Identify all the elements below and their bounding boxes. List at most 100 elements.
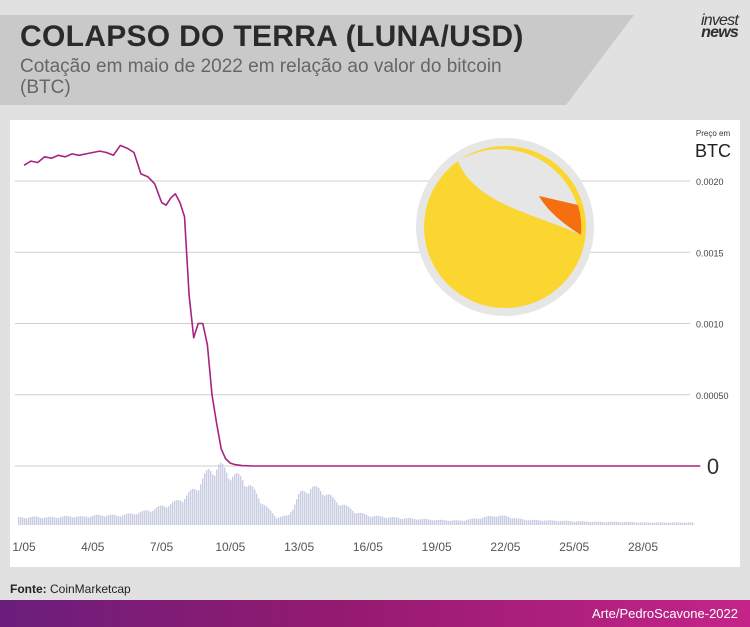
footer-bar: Arte/PedroScavone-2022: [0, 600, 750, 627]
volume-bar: [524, 519, 526, 525]
brand-logo-line-2: news: [701, 24, 739, 41]
price-line-series: [23, 144, 701, 467]
volume-bar: [222, 464, 224, 525]
volume-bar: [192, 488, 194, 525]
volume-bar: [480, 518, 482, 525]
volume-bar: [538, 520, 540, 525]
volume-bar: [674, 522, 676, 525]
volume-bar: [56, 517, 58, 525]
volume-bar: [256, 493, 258, 525]
volume-bar: [324, 495, 326, 525]
volume-bar: [400, 518, 402, 525]
volume-bar: [438, 519, 440, 525]
y-axis-ticks: 0 0.00050 0.0010 0.0015 0.0020: [696, 177, 729, 479]
volume-bar: [444, 520, 446, 525]
volume-bar: [510, 518, 512, 525]
volume-bar: [626, 521, 628, 525]
volume-bar: [348, 506, 350, 525]
volume-bar: [630, 521, 632, 525]
volume-bar: [366, 515, 368, 525]
brand-logo: invest news: [678, 13, 739, 41]
volume-bar: [320, 491, 322, 525]
x-axis-ticks: 1/05 4/05 7/05 10/05 13/05 16/05 19/05 22/05 25/…: [12, 540, 658, 554]
volume-bar: [512, 518, 514, 525]
volume-bar: [144, 510, 146, 525]
volume-bar: [646, 522, 648, 525]
volume-bar: [570, 521, 572, 525]
chart-title: COLAPSO DO TERRA (LUNA/USD): [20, 20, 524, 53]
source-label: Fonte:: [10, 582, 47, 596]
volume-bar: [200, 484, 202, 525]
volume-bar: [248, 485, 250, 525]
volume-bar: [170, 504, 172, 525]
y-tick-label: 0.0010: [696, 320, 724, 330]
volume-bar: [208, 468, 210, 525]
x-tick-label: 1/05: [12, 540, 36, 554]
source-note: Fonte: CoinMarketcap: [10, 582, 131, 596]
volume-bar: [82, 516, 84, 525]
volume-bar: [520, 518, 522, 525]
volume-bar: [396, 517, 398, 525]
volume-bar: [194, 489, 196, 525]
volume-bar: [118, 516, 120, 525]
x-tick-label: 10/05: [215, 540, 245, 554]
volume-bar: [424, 518, 426, 525]
volume-bar: [88, 517, 90, 525]
volume-bar: [116, 515, 118, 525]
volume-bar: [108, 515, 110, 525]
volume-bar: [430, 519, 432, 525]
volume-bar: [68, 516, 70, 525]
volume-bar: [620, 522, 622, 525]
volume-bar: [410, 518, 412, 525]
volume-bar: [140, 511, 142, 525]
volume-bar: [526, 520, 528, 525]
volume-bar: [30, 517, 32, 525]
volume-bar: [28, 517, 30, 525]
volume-bar: [62, 516, 64, 525]
volume-bar: [322, 494, 324, 525]
volume-bar: [614, 521, 616, 525]
volume-bar: [48, 516, 50, 525]
volume-bar: [106, 515, 108, 525]
volume-bar: [642, 522, 644, 525]
volume-bar: [672, 522, 674, 525]
volume-bar: [508, 517, 510, 525]
volume-bar: [432, 520, 434, 525]
volume-bar: [478, 518, 480, 525]
volume-bar: [344, 504, 346, 525]
volume-bar: [218, 464, 220, 525]
volume-bar: [568, 520, 570, 525]
volume-bar: [374, 515, 376, 525]
y-axis-unit-caption: Preço em: [695, 129, 731, 138]
volume-bar: [418, 519, 420, 525]
volume-bar: [544, 520, 546, 525]
volume-bar: [574, 521, 576, 525]
volume-bar: [580, 521, 582, 525]
volume-bar: [46, 517, 48, 525]
volume-bar: [474, 518, 476, 525]
volume-bar: [560, 521, 562, 525]
volume-bar: [270, 510, 272, 525]
volume-bar: [250, 485, 252, 525]
y-tick-label: 0.0020: [696, 177, 724, 187]
volume-bar: [456, 520, 458, 525]
volume-bar: [304, 491, 306, 525]
volume-bar: [636, 522, 638, 525]
volume-bar: [472, 518, 474, 525]
volume-bar: [326, 494, 328, 525]
y-axis-unit: BTC: [695, 141, 731, 161]
volume-bar: [70, 516, 72, 525]
volume-bar: [290, 512, 292, 525]
volume-bar: [350, 508, 352, 525]
volume-bar: [236, 473, 238, 525]
x-tick-label: 25/05: [559, 540, 589, 554]
volume-bar: [378, 515, 380, 525]
volume-bar: [436, 519, 438, 525]
volume-bar: [334, 499, 336, 525]
volume-bar: [414, 518, 416, 525]
price-line: [23, 144, 701, 467]
volume-bar: [608, 521, 610, 525]
volume-bar: [86, 516, 88, 525]
volume-bar: [268, 508, 270, 525]
